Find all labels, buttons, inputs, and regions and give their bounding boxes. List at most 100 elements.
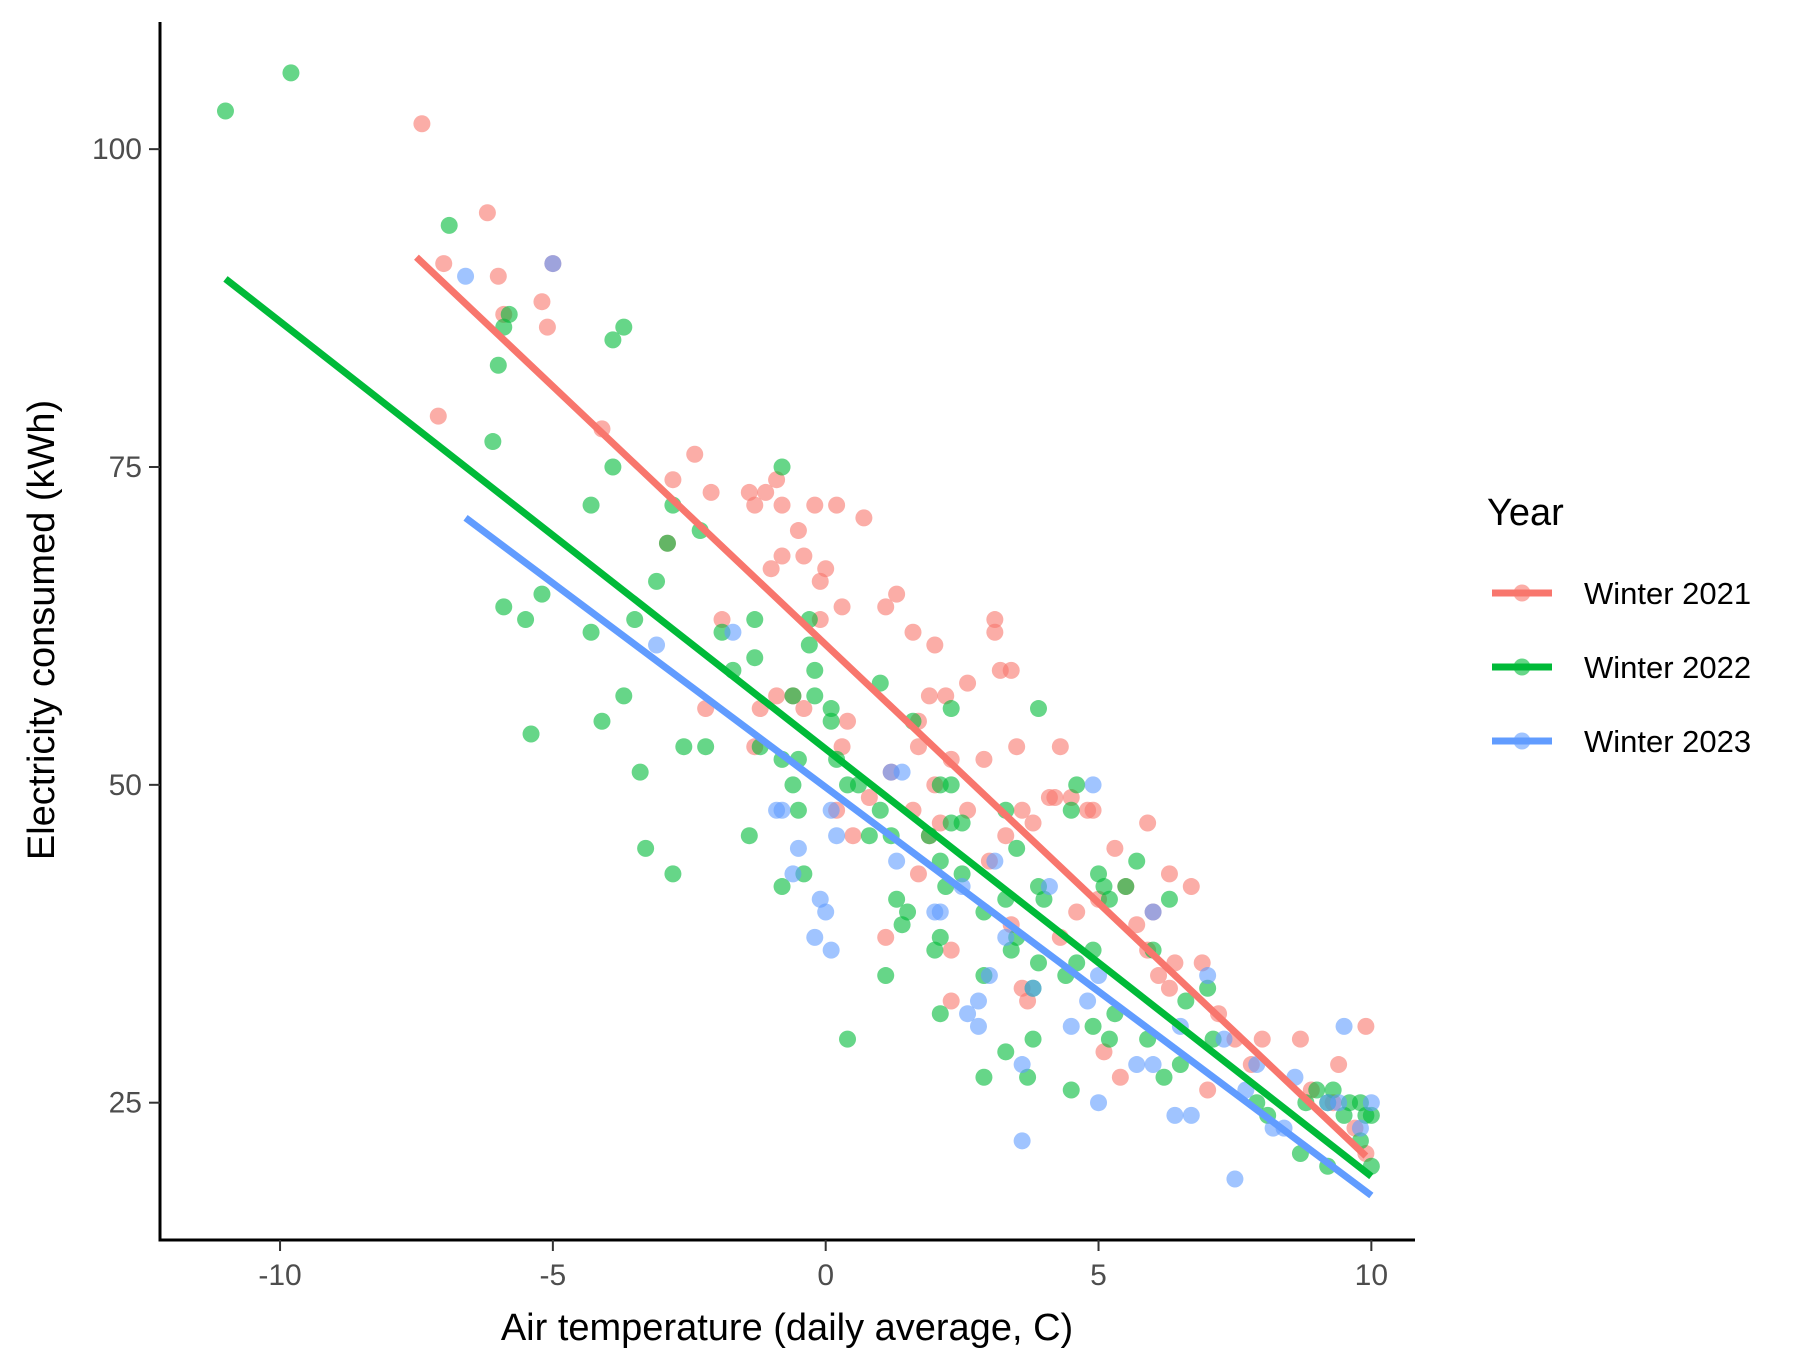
data-point bbox=[959, 801, 977, 819]
data-point bbox=[975, 750, 993, 768]
legend-items: Winter 2021 Winter 2022 Winter 2023 bbox=[1492, 576, 1751, 759]
data-point bbox=[909, 738, 927, 756]
fit-line-2 bbox=[223, 276, 1374, 1180]
data-point bbox=[604, 458, 622, 476]
data-point bbox=[724, 623, 742, 641]
data-point bbox=[806, 687, 824, 705]
data-point bbox=[489, 267, 507, 285]
data-point bbox=[806, 661, 824, 679]
data-point bbox=[1330, 1094, 1348, 1112]
data-point bbox=[615, 318, 633, 336]
data-point bbox=[1150, 967, 1168, 985]
data-point bbox=[871, 801, 889, 819]
data-point bbox=[746, 611, 764, 629]
legend-item-3: Winter 2023 bbox=[1492, 724, 1751, 759]
data-point bbox=[1002, 661, 1020, 679]
data-point bbox=[1177, 992, 1195, 1010]
data-point bbox=[953, 865, 971, 883]
data-point bbox=[582, 496, 600, 514]
data-point bbox=[1139, 814, 1157, 832]
data-point bbox=[517, 611, 535, 629]
data-point bbox=[457, 267, 475, 285]
data-point bbox=[435, 255, 453, 273]
data-point bbox=[926, 941, 944, 959]
data-point bbox=[664, 471, 682, 489]
data-point bbox=[1013, 801, 1031, 819]
data-point bbox=[1040, 878, 1058, 896]
data-point bbox=[773, 878, 791, 896]
data-point bbox=[997, 1043, 1015, 1061]
data-point bbox=[1199, 967, 1217, 985]
data-point bbox=[440, 216, 458, 234]
legend-key-point bbox=[1513, 658, 1531, 676]
y-ticks-layer: 25 50 75 100 bbox=[92, 133, 160, 1120]
legend-item-2: Winter 2022 bbox=[1492, 650, 1751, 685]
data-point bbox=[1068, 954, 1086, 972]
data-point bbox=[839, 1030, 857, 1048]
data-point bbox=[822, 700, 840, 718]
data-point bbox=[1291, 1030, 1309, 1048]
x-tick-label: 10 bbox=[1355, 1259, 1388, 1292]
data-point bbox=[795, 700, 813, 718]
data-point bbox=[648, 572, 666, 590]
data-point bbox=[1128, 852, 1146, 870]
data-point bbox=[877, 967, 895, 985]
fit-line-1 bbox=[414, 254, 1369, 1159]
data-point bbox=[1199, 979, 1217, 997]
y-tick-label: 25 bbox=[109, 1087, 142, 1120]
data-point bbox=[626, 611, 644, 629]
data-point bbox=[942, 992, 960, 1010]
data-point bbox=[582, 623, 600, 641]
data-point bbox=[959, 1005, 977, 1023]
data-point bbox=[1090, 967, 1108, 985]
data-point bbox=[1062, 801, 1080, 819]
data-point bbox=[1046, 789, 1064, 807]
data-point bbox=[942, 941, 960, 959]
data-point bbox=[1090, 865, 1108, 883]
series-points-2 bbox=[216, 64, 1380, 1175]
legend-key-point bbox=[1513, 584, 1531, 602]
data-point bbox=[942, 776, 960, 794]
data-point bbox=[1144, 903, 1162, 921]
x-tick-label: 0 bbox=[817, 1259, 834, 1292]
data-point bbox=[877, 928, 895, 946]
data-point bbox=[931, 852, 949, 870]
data-point bbox=[844, 827, 862, 845]
data-point bbox=[544, 255, 562, 273]
data-point bbox=[648, 636, 666, 654]
data-point bbox=[1100, 890, 1118, 908]
data-point bbox=[757, 483, 775, 501]
data-point bbox=[909, 865, 927, 883]
data-point bbox=[931, 1005, 949, 1023]
data-point bbox=[282, 64, 300, 82]
data-point bbox=[1351, 1119, 1369, 1137]
data-point bbox=[1182, 1106, 1200, 1124]
data-point bbox=[1084, 801, 1102, 819]
x-tick-label: -5 bbox=[540, 1259, 567, 1292]
data-point bbox=[1324, 1081, 1342, 1099]
data-point bbox=[800, 636, 818, 654]
data-point bbox=[1100, 1030, 1118, 1048]
data-point bbox=[675, 738, 693, 756]
data-point bbox=[1051, 738, 1069, 756]
data-point bbox=[664, 865, 682, 883]
data-point bbox=[1013, 1056, 1031, 1074]
data-point bbox=[1144, 1056, 1162, 1074]
data-point bbox=[975, 1068, 993, 1086]
data-point bbox=[806, 496, 824, 514]
series-points-3 bbox=[457, 255, 1380, 1188]
data-point bbox=[1160, 865, 1178, 883]
data-point bbox=[828, 496, 846, 514]
data-point bbox=[746, 496, 764, 514]
data-point bbox=[762, 560, 780, 578]
y-tick-label: 75 bbox=[109, 451, 142, 484]
data-point bbox=[871, 674, 889, 692]
data-point bbox=[811, 572, 829, 590]
data-point bbox=[1215, 1030, 1233, 1048]
data-point bbox=[593, 712, 611, 730]
data-point bbox=[522, 725, 540, 743]
data-point bbox=[806, 928, 824, 946]
data-point bbox=[773, 496, 791, 514]
data-point bbox=[768, 471, 786, 489]
data-point bbox=[839, 712, 857, 730]
